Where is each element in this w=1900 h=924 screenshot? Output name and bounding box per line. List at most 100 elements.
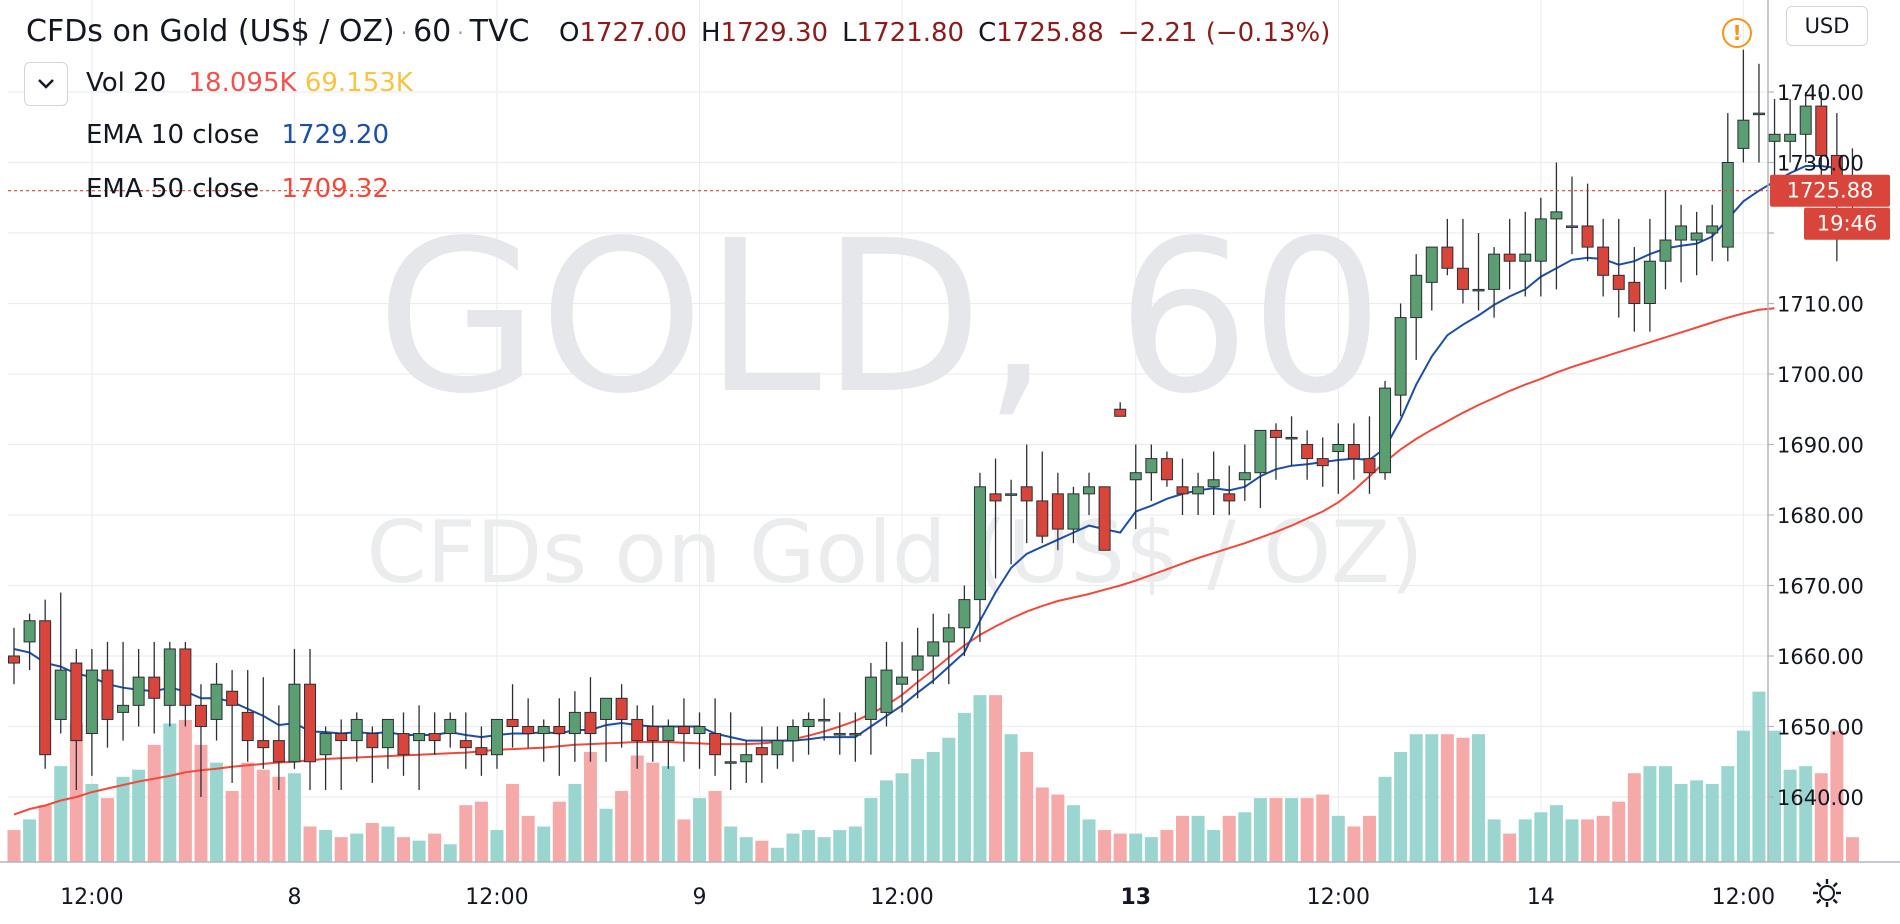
candle[interactable] — [1316, 437, 1329, 487]
candle[interactable] — [272, 705, 285, 790]
candle[interactable] — [989, 458, 1002, 579]
candle[interactable] — [833, 712, 846, 755]
candle[interactable] — [444, 712, 457, 748]
candle[interactable] — [958, 585, 971, 657]
candle[interactable] — [1628, 247, 1641, 332]
candle[interactable] — [1488, 247, 1501, 318]
candle[interactable] — [1643, 218, 1656, 332]
candle[interactable] — [1036, 451, 1049, 544]
candle[interactable] — [1566, 176, 1578, 255]
candle[interactable] — [1192, 472, 1205, 515]
candle[interactable] — [911, 627, 924, 699]
candle[interactable] — [210, 663, 223, 741]
candle[interactable] — [335, 719, 348, 790]
candle[interactable] — [1020, 444, 1033, 544]
collapse-legend-button[interactable] — [24, 62, 68, 106]
candle[interactable] — [771, 726, 784, 769]
candle[interactable] — [1612, 218, 1625, 318]
candle[interactable] — [117, 641, 130, 741]
gear-icon[interactable] — [1810, 876, 1844, 910]
candle[interactable] — [1207, 451, 1220, 515]
candle[interactable] — [1223, 465, 1236, 515]
candle[interactable] — [973, 472, 986, 642]
symbol-name[interactable]: CFDs on Gold (US$ / OZ) — [26, 14, 395, 49]
candle[interactable] — [1410, 254, 1423, 360]
ema10-legend[interactable]: EMA 10 close 1729.20 — [86, 120, 389, 150]
candle[interactable] — [132, 648, 145, 727]
candle[interactable] — [148, 641, 161, 734]
candle[interactable] — [163, 641, 176, 727]
candle[interactable] — [584, 677, 597, 762]
candle[interactable] — [1285, 416, 1298, 466]
candle[interactable] — [1301, 430, 1314, 480]
candle[interactable] — [1752, 63, 1765, 163]
candle[interactable] — [1083, 472, 1096, 515]
candle[interactable] — [179, 641, 192, 727]
candle[interactable] — [1332, 423, 1345, 494]
candle[interactable] — [1675, 204, 1688, 283]
candle[interactable] — [1503, 218, 1516, 290]
candle[interactable] — [1519, 211, 1532, 297]
candle[interactable] — [1114, 402, 1127, 417]
candle[interactable] — [350, 712, 363, 762]
candle[interactable] — [615, 684, 628, 748]
candle[interactable] — [241, 670, 254, 762]
candle[interactable] — [288, 648, 301, 769]
interval-label[interactable]: 60 — [413, 14, 452, 49]
candle[interactable] — [101, 641, 114, 748]
candle[interactable] — [257, 677, 270, 769]
candle[interactable] — [677, 698, 690, 762]
candle[interactable] — [366, 726, 379, 783]
candle[interactable] — [381, 718, 394, 769]
candle[interactable] — [1441, 218, 1454, 276]
candle[interactable] — [1737, 49, 1750, 163]
candle[interactable] — [662, 719, 675, 769]
candle[interactable] — [1347, 423, 1360, 480]
candle[interactable] — [1394, 303, 1407, 417]
candle[interactable] — [1363, 416, 1376, 494]
candle[interactable] — [927, 613, 940, 685]
candle[interactable] — [1176, 458, 1189, 515]
candle[interactable] — [23, 613, 36, 671]
candle[interactable] — [740, 740, 753, 783]
candle[interactable] — [568, 691, 581, 762]
candle[interactable] — [787, 719, 799, 762]
candle[interactable] — [1534, 197, 1547, 297]
candle[interactable] — [413, 705, 426, 790]
currency-button[interactable]: USD — [1786, 6, 1868, 46]
candle[interactable] — [724, 712, 737, 790]
candle[interactable] — [522, 698, 535, 748]
candle[interactable] — [896, 641, 909, 713]
candle[interactable] — [631, 705, 644, 769]
candle[interactable] — [8, 627, 20, 685]
candle[interactable] — [693, 712, 706, 769]
candle[interactable] — [1721, 113, 1734, 262]
candle[interactable] — [1160, 451, 1173, 487]
candle[interactable] — [1269, 423, 1282, 480]
candle[interactable] — [70, 648, 83, 790]
candle[interactable] — [39, 599, 52, 769]
candle[interactable] — [490, 718, 503, 769]
candle[interactable] — [1550, 162, 1563, 290]
candle[interactable] — [1456, 218, 1469, 304]
candle[interactable] — [1799, 92, 1812, 163]
candle[interactable] — [646, 705, 659, 762]
candle[interactable] — [85, 648, 98, 776]
candle[interactable] — [1129, 444, 1142, 530]
candle[interactable] — [1098, 486, 1111, 551]
candle[interactable] — [755, 726, 768, 783]
volume-legend[interactable]: Vol 20 18.095K 69.153K — [86, 68, 413, 98]
candle[interactable] — [1425, 246, 1438, 311]
candle[interactable] — [1706, 204, 1719, 262]
candle[interactable] — [802, 712, 815, 755]
candle[interactable] — [1254, 429, 1267, 508]
candle[interactable] — [397, 712, 410, 776]
candle[interactable] — [864, 663, 877, 755]
candle[interactable] — [818, 698, 831, 741]
candle[interactable] — [1659, 190, 1672, 290]
candle[interactable] — [1067, 486, 1080, 544]
candle[interactable] — [1379, 381, 1392, 480]
candle[interactable] — [1145, 444, 1158, 501]
candle[interactable] — [1597, 218, 1610, 297]
